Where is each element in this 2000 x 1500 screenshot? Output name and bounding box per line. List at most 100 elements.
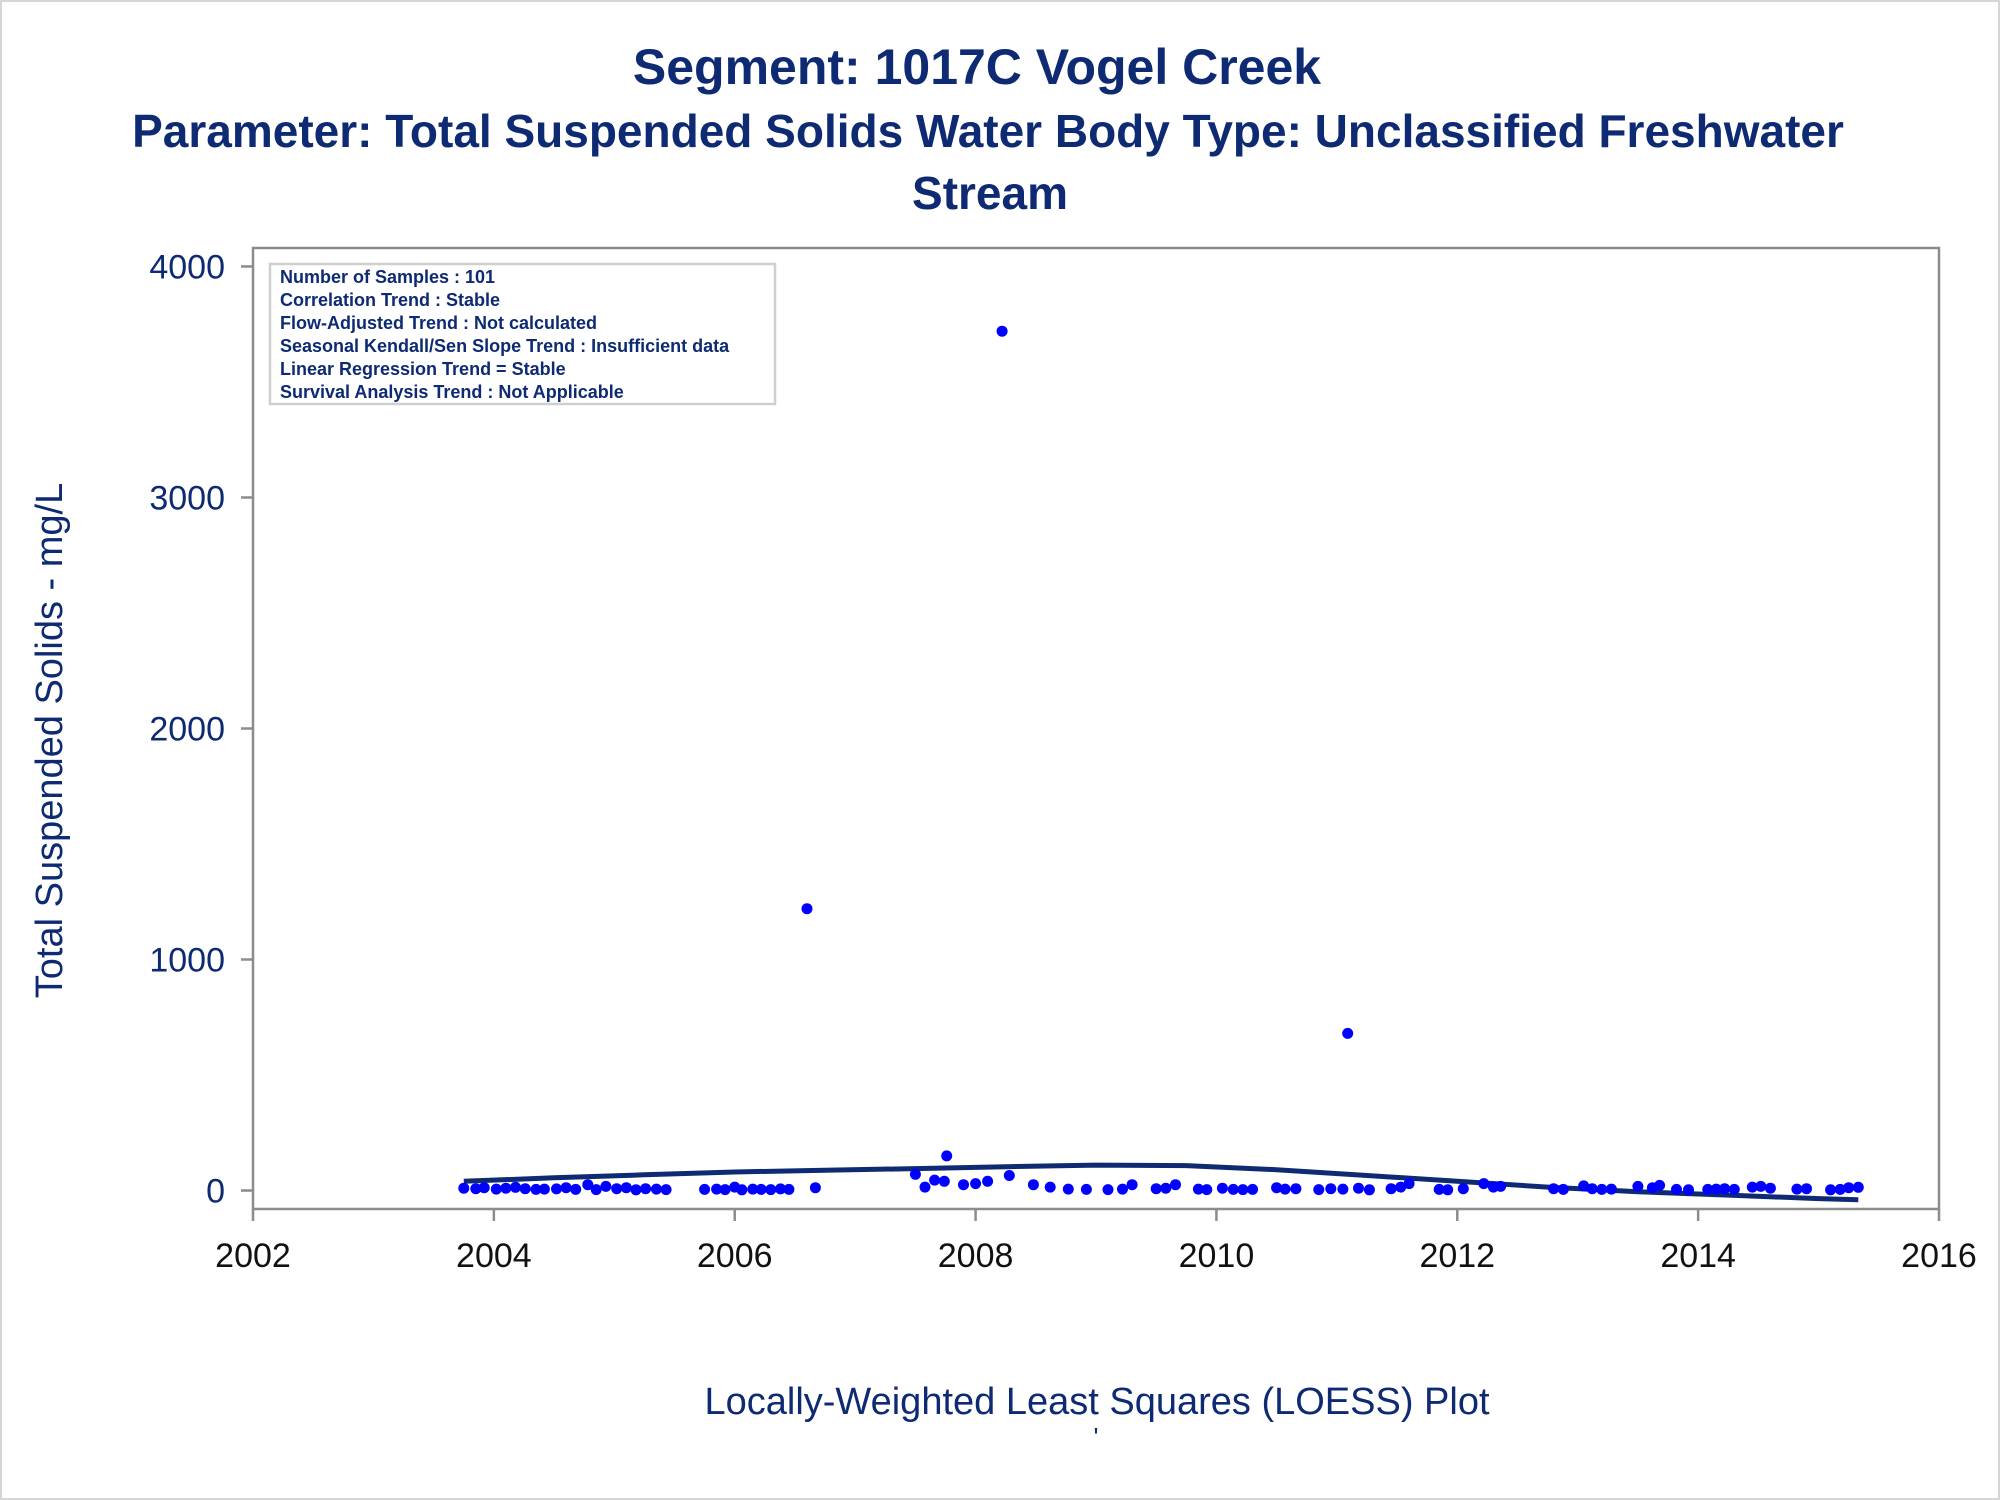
data-point <box>1201 1184 1213 1196</box>
data-point <box>1825 1184 1837 1196</box>
data-point <box>801 903 813 915</box>
data-point <box>1710 1183 1722 1195</box>
data-point <box>958 1179 969 1191</box>
y-tick-label: 0 <box>206 1173 225 1211</box>
data-point <box>650 1183 662 1195</box>
data-point <box>500 1182 512 1194</box>
data-point <box>611 1183 623 1195</box>
data-point <box>1728 1183 1740 1195</box>
data-point <box>582 1179 594 1191</box>
data-point <box>1433 1183 1445 1195</box>
data-point <box>1403 1178 1415 1190</box>
x-tick-label: 2012 <box>1419 1237 1495 1275</box>
data-point <box>551 1183 562 1195</box>
data-point <box>1080 1183 1092 1195</box>
data-point <box>941 1150 953 1162</box>
data-point <box>1719 1183 1731 1195</box>
data-point <box>1062 1183 1074 1195</box>
data-point <box>1683 1184 1694 1196</box>
data-point <box>1478 1178 1490 1190</box>
data-point <box>519 1183 531 1195</box>
data-point <box>1044 1181 1056 1193</box>
data-point <box>1216 1182 1228 1194</box>
data-point <box>1150 1183 1162 1195</box>
stats-line: Linear Regression Trend = Stable <box>280 359 566 379</box>
chart-title: Segment: 1017C Vogel Creek <box>633 39 1321 95</box>
data-point <box>1313 1184 1325 1196</box>
data-point <box>1160 1182 1172 1194</box>
data-point <box>1548 1183 1560 1195</box>
data-point <box>1557 1183 1569 1195</box>
data-point <box>1654 1179 1666 1191</box>
data-point <box>478 1182 490 1194</box>
x-tick-label: 2016 <box>1901 1237 1977 1275</box>
data-point <box>1027 1179 1039 1191</box>
data-point <box>640 1183 652 1195</box>
footnote-caption: Locally-Weighted Least Squares (LOESS) P… <box>704 1381 1489 1423</box>
y-tick-label: 1000 <box>149 942 225 980</box>
footnote-mark: ' <box>1094 1422 1099 1452</box>
y-tick-label: 4000 <box>149 248 225 286</box>
data-point <box>1102 1184 1114 1196</box>
data-point <box>590 1184 602 1196</box>
stats-line: Flow-Adjusted Trend : Not calculated <box>280 313 597 333</box>
data-point <box>1801 1183 1812 1195</box>
data-point <box>470 1183 482 1195</box>
data-point <box>1852 1181 1864 1193</box>
data-point <box>775 1183 786 1195</box>
data-point <box>600 1180 612 1192</box>
data-point <box>1843 1182 1855 1194</box>
stats-line: Number of Samples : 101 <box>280 267 495 287</box>
chart-subtitle: Parameter: Total Suspended Solids Water … <box>132 105 1844 157</box>
data-point <box>1702 1183 1714 1195</box>
data-point <box>747 1183 759 1195</box>
data-point <box>970 1178 982 1190</box>
data-point <box>1596 1183 1608 1195</box>
data-point <box>1170 1179 1181 1191</box>
data-point <box>938 1175 950 1187</box>
data-point <box>719 1184 731 1196</box>
data-point <box>1395 1181 1407 1193</box>
data-point <box>711 1183 723 1195</box>
data-point <box>1003 1170 1015 1181</box>
x-axis: 2002 2004 2006 2008 2010 2012 2014 2016 <box>215 1209 1977 1275</box>
data-point <box>1671 1183 1682 1195</box>
data-point <box>630 1184 642 1196</box>
data-point <box>560 1182 572 1194</box>
stats-inset: Number of Samples : 101 Correlation Trend… <box>268 262 777 406</box>
data-point <box>1337 1183 1349 1195</box>
data-point <box>755 1183 767 1195</box>
x-tick-label: 2014 <box>1660 1237 1736 1275</box>
data-point <box>1325 1183 1337 1195</box>
x-tick-label: 2002 <box>215 1237 291 1275</box>
data-point <box>982 1175 994 1187</box>
y-tick-label: 3000 <box>149 479 225 517</box>
data-point <box>1578 1180 1590 1192</box>
stats-line: Correlation Trend : Stable <box>280 290 500 310</box>
data-point <box>1495 1180 1507 1192</box>
chart-subtitle-continued: Stream <box>912 167 1068 219</box>
data-point <box>620 1182 632 1194</box>
data-point <box>1755 1180 1767 1192</box>
data-point <box>1746 1181 1758 1193</box>
data-point <box>1385 1183 1397 1195</box>
data-point <box>783 1183 795 1195</box>
data-point <box>736 1184 748 1196</box>
data-point <box>1227 1183 1239 1195</box>
stats-line: Seasonal Kendall/Sen Slope Trend : Insuf… <box>280 336 730 356</box>
y-axis: 0 1000 2000 3000 4000 <box>149 248 253 1211</box>
data-point <box>1632 1180 1644 1192</box>
data-point <box>809 1182 821 1194</box>
data-point <box>1442 1184 1454 1196</box>
stats-inset-box <box>268 262 777 406</box>
x-tick-label: 2006 <box>697 1237 773 1275</box>
data-point <box>699 1183 711 1195</box>
data-point <box>1247 1183 1259 1195</box>
x-tick-label: 2008 <box>938 1237 1014 1275</box>
data-point <box>1457 1183 1469 1195</box>
data-point <box>1271 1182 1283 1194</box>
data-point <box>1363 1184 1375 1196</box>
data-point <box>510 1181 521 1193</box>
y-axis-title: Total Suspended Solids - mg/L <box>29 483 71 998</box>
